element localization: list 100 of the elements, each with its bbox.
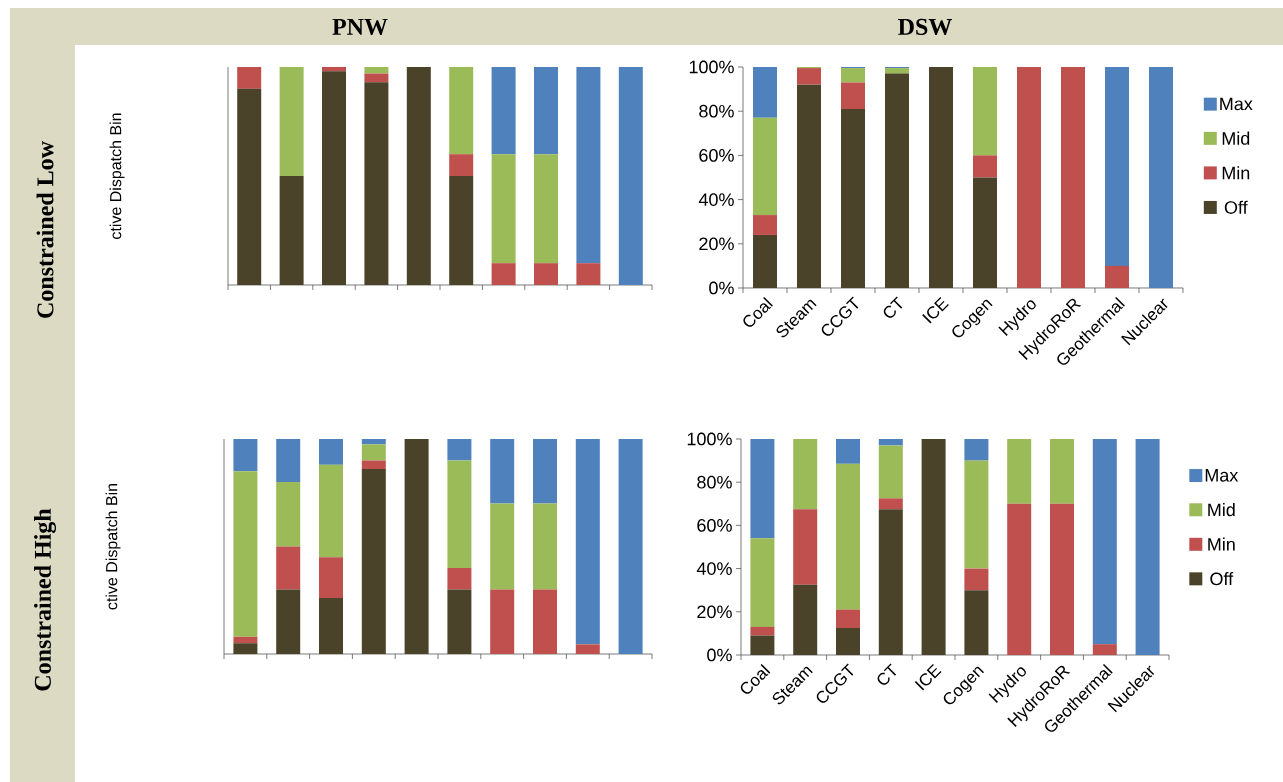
bar — [753, 234, 777, 288]
legend-label: Mid — [1208, 502, 1235, 517]
bar — [836, 609, 860, 628]
bar — [878, 445, 903, 499]
bar — [279, 175, 304, 285]
bar — [361, 460, 386, 470]
y-tick-label: 20% — [699, 237, 734, 251]
bar — [534, 66, 558, 155]
legend-label: Off — [1210, 572, 1234, 586]
text: Constrained Low — [36, 141, 54, 318]
legend-label: Min — [1222, 166, 1250, 180]
bar — [406, 66, 431, 285]
bar — [750, 438, 775, 539]
bar — [322, 71, 347, 285]
bar — [490, 438, 515, 504]
bar — [1105, 265, 1129, 288]
x-tick-label: CT — [877, 663, 897, 685]
bar — [319, 557, 344, 599]
bar — [753, 215, 777, 235]
bar — [449, 175, 474, 285]
bar — [1092, 438, 1117, 645]
legend-label: Max — [1205, 469, 1239, 482]
x-tick-label: ICE — [922, 296, 949, 324]
bar — [364, 66, 389, 74]
bar — [533, 503, 557, 590]
bar — [364, 82, 389, 285]
bar — [276, 589, 301, 654]
bar — [491, 263, 516, 285]
bar — [964, 438, 989, 461]
bar — [319, 438, 344, 465]
y-axis-title: ctive Dispatch Bin — [109, 113, 125, 239]
bar — [447, 567, 472, 590]
bar — [319, 464, 344, 558]
y-tick-label: 80% — [697, 475, 732, 489]
bar — [533, 589, 557, 654]
bar — [237, 66, 262, 89]
bar — [361, 438, 386, 445]
bar — [576, 66, 601, 264]
bar — [1017, 66, 1041, 288]
y-tick-label: 0% — [707, 648, 732, 662]
bar — [233, 471, 258, 637]
bar — [1061, 66, 1085, 288]
bar — [534, 154, 558, 264]
bar — [1105, 66, 1129, 266]
bar — [534, 263, 558, 285]
bar — [490, 589, 515, 654]
x-tick-label: CT — [883, 296, 903, 318]
bar — [793, 509, 818, 585]
bar — [836, 438, 860, 464]
bar — [490, 503, 515, 590]
bar — [841, 68, 866, 83]
y-tick-label: 60% — [697, 519, 732, 532]
bar — [364, 73, 389, 83]
y-tick-label: 100% — [689, 60, 734, 74]
bar — [750, 635, 775, 655]
bar — [921, 438, 946, 655]
bar — [750, 626, 775, 636]
bar — [575, 438, 600, 645]
bar — [447, 438, 472, 461]
bar — [964, 460, 989, 569]
bar — [793, 584, 818, 655]
bar — [885, 73, 910, 288]
bar — [319, 598, 344, 654]
bar — [1149, 66, 1173, 288]
bar — [233, 636, 258, 644]
bar — [973, 155, 997, 178]
bar — [237, 88, 262, 285]
bar — [576, 263, 601, 285]
bar — [618, 66, 643, 285]
chart-title: DSW — [898, 18, 952, 36]
bar — [449, 66, 474, 155]
legend-label: Min — [1208, 537, 1235, 551]
bar — [1092, 644, 1117, 655]
bar — [878, 509, 903, 655]
bar — [793, 438, 818, 510]
legend-label: Off — [1224, 200, 1248, 214]
bar — [533, 438, 557, 504]
bar — [447, 589, 472, 654]
bar — [973, 66, 997, 156]
bar — [885, 68, 910, 74]
bar — [233, 643, 258, 654]
legend-label: Mid — [1222, 131, 1250, 145]
bar — [878, 438, 903, 446]
bar — [276, 438, 301, 482]
bar — [878, 498, 903, 510]
bar — [447, 460, 472, 568]
bar — [1007, 438, 1032, 504]
y-axis-title: ctive Dispatch Bin — [105, 483, 121, 610]
bar — [618, 438, 643, 654]
bar — [276, 481, 301, 547]
bar — [322, 66, 347, 72]
bar — [929, 66, 954, 288]
bar — [1050, 503, 1074, 655]
bar — [797, 84, 821, 288]
bar — [836, 463, 860, 610]
bar — [797, 68, 821, 85]
bar — [750, 538, 775, 627]
bar — [841, 108, 866, 288]
bar — [404, 438, 429, 654]
y-tick-label: 80% — [699, 104, 734, 118]
